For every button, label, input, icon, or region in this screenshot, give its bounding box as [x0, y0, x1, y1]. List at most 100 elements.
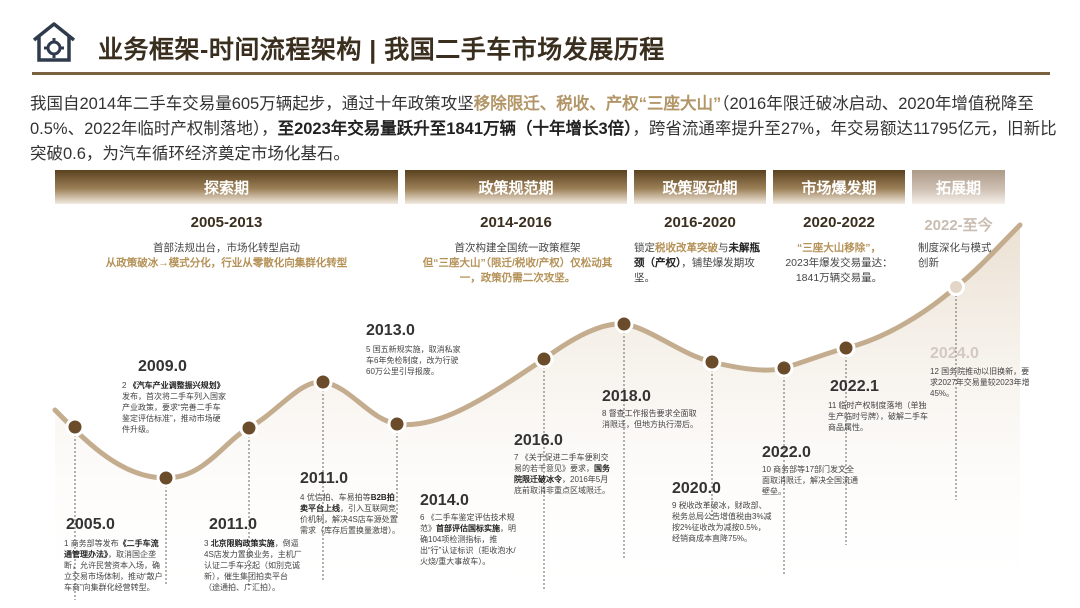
- milestone-note: 3 北京限购政策实施，倒逼4S店发力置换业务，主机厂认证二手车兴起（如別克诚新）…: [204, 538, 302, 593]
- milestone-dot: [313, 372, 333, 392]
- phase-header-expansion: 拓展期: [912, 170, 1005, 204]
- milestone-note-text: 国五新规实施，取消私家车6年免检制度，改为行驶60万公里引导报废。: [366, 345, 461, 376]
- milestone-number: 6: [420, 513, 425, 522]
- phase-header-exploration: 探索期: [55, 170, 398, 204]
- milestone-note-text: ，明确104项检测指标，推出“行”认证标识（拒收泡水/火烧/重大事故车）。: [420, 524, 516, 566]
- phase-desc-exploration: 首部法规出台，市场化转型启动 从政策破冰→模式分化，行业从零散化向集群化转型: [55, 241, 398, 271]
- milestone-note: 8 督查工作报告要求全面取消限迁，但地方执行滞后。: [602, 408, 702, 430]
- timeline-curve: [52, 222, 1023, 481]
- milestone-year: 2018.0: [602, 388, 651, 405]
- phase-desc-expansion: 制度深化与模式创新: [918, 242, 992, 269]
- phase-desc-highlight: 税收改革突破: [655, 242, 718, 254]
- milestone-dot: [239, 418, 259, 438]
- phase-range-policy-driven: 2016-2020: [664, 214, 736, 231]
- phase-range-explosion: 2020-2022: [803, 214, 875, 231]
- milestone-dot: [614, 314, 634, 334]
- milestone-number: 1: [64, 539, 69, 548]
- milestone-note-text: 《二手车鉴定评估技术规范》: [420, 513, 515, 533]
- phase-desc-highlight: 从政策破冰→模式分化，行业从零散化向集群化转型: [105, 257, 348, 269]
- milestone-note-text: 临时产权制度落地（单独生产临时号牌），破解二手车商品属性。: [828, 401, 928, 432]
- milestone-note: 6 《二手车鉴定评估技术规范》首部评估国标实施，明确104项检测指标，推出“行”…: [420, 512, 520, 567]
- milestone-year: 2011.0: [209, 516, 258, 533]
- milestone-note-text: 优信拍、车易拍等: [306, 493, 371, 502]
- milestone-year: 2014.0: [420, 492, 469, 509]
- intro-text-3: ，跨省流通率提升至27%，年交易额达11795亿元，旧新比突破0.6，为汽车循环…: [30, 120, 1057, 163]
- phase-desc-line: 首次构建全国统一政策框架: [454, 242, 581, 254]
- milestone-number: 11: [828, 401, 837, 410]
- milestone-note: 1 商务部等发布《二手车流通管理办法》，取消国企垄断，允许民营资本入场，确立交易…: [64, 538, 164, 593]
- milestone-year: 2016.0: [514, 432, 563, 449]
- milestone-dot: [947, 278, 965, 296]
- milestone-note-text: 商务部等17部门发文全面取消限迁，解决全国流通壁垒。: [762, 465, 858, 496]
- milestone-dot: [156, 468, 176, 488]
- phase-desc-regulation: 首次构建全国统一政策框架 但“三座大山”（限迁/税收/产权）仅松动其一，政策仍需…: [415, 241, 620, 286]
- phase-desc-policy-driven: 锁定税收改革突破与未解瓶颈（产权），铺垫爆发期攻坚。: [634, 241, 766, 286]
- intro-highlight: 移除限迁、税收、产权“三座大山”: [473, 95, 722, 113]
- intro-bold: 至2023年交易量跃升至1841万辆（十年增长3倍）: [277, 120, 633, 138]
- phase-range-exploration: 2005-2013: [190, 214, 263, 231]
- milestone-number: 12: [930, 367, 939, 376]
- milestone-note-text: ，2016年5月底前取消非重点区域限迁。: [514, 475, 610, 495]
- milestone-dot: [65, 417, 85, 437]
- phase-header-regulation: 政策规范期: [405, 170, 627, 204]
- phase-desc-highlight: “三座大山移除”，: [797, 242, 881, 254]
- milestone-dot: [534, 349, 554, 369]
- milestone-number: 2: [122, 381, 127, 390]
- milestone-note-text: ，取消国企垄断，允许民营资本入场，确立交易市场体制，推动“散户车商”向集群化经营…: [64, 550, 163, 592]
- milestone-note: 9 税收改革破冰，财政部、税务总局公告增值税由3%减按2%征收改为减按0.5%，…: [672, 500, 772, 544]
- phase-desc-line: 首部法规出台，市场化转型启动: [153, 242, 300, 254]
- milestone-note-bold: 国务院限迁破冰令: [514, 464, 610, 484]
- milestone-note-text: 《关于促进二手车便利交易的若干意见》要求，: [514, 453, 609, 473]
- title-divider: [32, 72, 1050, 75]
- milestone-number: 8: [602, 409, 607, 418]
- milestone-year: 2009.0: [138, 358, 187, 375]
- milestone-number: 10: [762, 465, 771, 474]
- milestone-number: 9: [672, 501, 677, 510]
- phase-desc-bold: 未解瓶颈（产权）: [634, 242, 760, 269]
- phase-desc-line: 1841万辆交易量。: [795, 272, 883, 284]
- milestone-note-bold: 《二手车流通管理办法》: [64, 539, 159, 559]
- phase-range-expansion: 2022-至今: [924, 217, 993, 234]
- milestone-note-text: 国务院推动以旧换新，要求2027年交易量较2023年增45%。: [930, 367, 1030, 398]
- milestone-note-text: 发布，首次将二手车列入国家产业政策，要求“完善二手车鉴定评估标准”，推动市场硬件…: [122, 392, 226, 434]
- phase-desc-highlight: 但“三座大山”（限迁/税收/产权）仅松动其一，政策仍需二次攻坚。: [422, 257, 613, 284]
- phase-header-explosion: 市场爆发期: [773, 170, 905, 204]
- milestone-year: 2011.0: [300, 470, 349, 487]
- milestone-year: 2024.0: [930, 345, 979, 362]
- phase-desc-explosion: “三座大山移除”， 2023年爆发交易量达： 1841万辆交易量。: [773, 241, 905, 286]
- phase-desc-text: 与: [718, 242, 729, 254]
- milestone-note: 11 临时产权制度落地（单独生产临时号牌），破解二手车商品属性。: [828, 400, 928, 433]
- milestone-year: 2022.1: [830, 378, 879, 395]
- house-gear-icon: [32, 22, 76, 62]
- milestone-note-text: 商务部等发布: [70, 539, 119, 548]
- milestone-note: 12 国务院推动以旧换新，要求2027年交易量较2023年增45%。: [930, 366, 1030, 399]
- intro-text-2: （2016年限迁破冰启动、2020年增值税降至0.5%、2022年临时产权制落地…: [30, 95, 1034, 138]
- milestone-number: 4: [300, 493, 305, 502]
- milestone-number: 7: [514, 453, 519, 462]
- milestone-dot: [774, 358, 794, 378]
- milestone-note-text: ，引入互联网竞价机制，解决4S店车源处置需求（库存后置换量激增）。: [300, 504, 400, 535]
- phase-desc-text: ，铺垫爆发期攻坚。: [634, 257, 755, 284]
- milestone-dot: [836, 338, 856, 358]
- page-title: 业务框架-时间流程架构 | 我国二手车市场发展历程: [98, 36, 665, 64]
- phase-desc-line: 2023年爆发交易量达：: [785, 257, 893, 269]
- intro-text-1: 我国自2014年二手车交易量605万辆起步，通过十年政策攻坚: [30, 95, 474, 113]
- milestone-dot: [387, 414, 407, 434]
- phase-range-regulation: 2014-2016: [480, 214, 552, 231]
- milestone-note: 2 《汽车产业调整振兴规划》发布，首次将二手车列入国家产业政策，要求“完善二手车…: [122, 380, 226, 435]
- timeline-area: [55, 225, 1020, 608]
- milestone-note-bold: B2B拍卖平台上线: [300, 493, 395, 513]
- phase-header-policy-driven: 政策驱动期: [634, 170, 766, 204]
- milestone-note-text: 税收改革破冰，财政部、税务总局公告增值税由3%减按2%征收改为减按0.5%，经销…: [672, 501, 772, 543]
- milestone-year: 2022.0: [762, 444, 811, 461]
- milestone-note-bold: 《汽车产业调整振兴规划》: [128, 381, 225, 390]
- milestone-note: 5 国五新规实施，取消私家车6年免检制度，改为行驶60万公里引导报废。: [366, 344, 466, 377]
- milestone-note-bold: 北京限购政策实施: [210, 539, 275, 548]
- milestone-number: 5: [366, 345, 371, 354]
- milestone-note-text: 督查工作报告要求全面取消限迁，但地方执行滞后。: [602, 409, 698, 429]
- milestone-year: 2020.0: [672, 480, 721, 497]
- milestone-note-bold: 首部评估国标实施: [436, 524, 500, 533]
- milestone-year: 2013.0: [366, 322, 415, 339]
- intro-paragraph: 我国自2014年二手车交易量605万辆起步，通过十年政策攻坚移除限迁、税收、产权…: [30, 92, 1060, 167]
